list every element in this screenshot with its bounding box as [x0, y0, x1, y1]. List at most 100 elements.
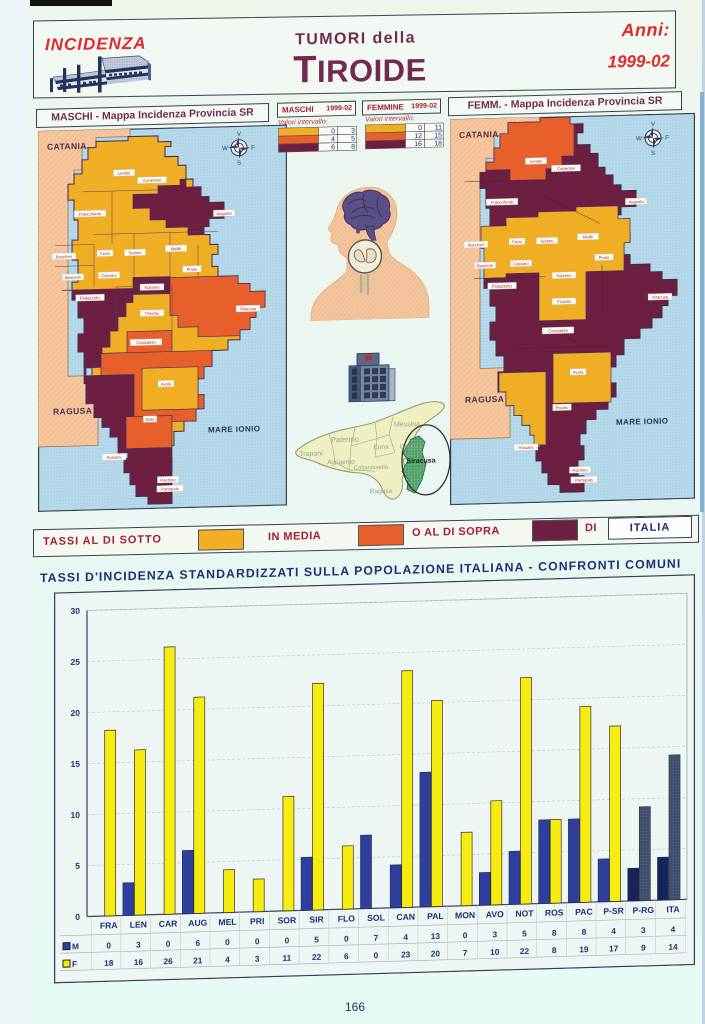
- svg-text:Canicattini: Canicattini: [136, 340, 156, 346]
- svg-text:9: 9: [641, 943, 646, 953]
- svg-text:AUG: AUG: [188, 918, 207, 929]
- svg-text:LEN: LEN: [130, 919, 147, 929]
- svg-text:Pachino: Pachino: [160, 477, 176, 482]
- svg-text:W: W: [222, 146, 228, 152]
- svg-text:18: 18: [104, 958, 114, 968]
- svg-text:Melilli: Melilli: [583, 234, 594, 239]
- svg-text:Caltanissetta: Caltanissetta: [354, 465, 389, 472]
- svg-text:NOT: NOT: [515, 908, 534, 919]
- svg-text:7: 7: [463, 948, 468, 958]
- svg-text:Portopalo: Portopalo: [575, 477, 594, 482]
- svg-text:11: 11: [435, 124, 442, 131]
- svg-text:S: S: [237, 161, 241, 167]
- svg-text:CATANIA: CATANIA: [459, 129, 499, 140]
- svg-text:Floridia: Floridia: [145, 311, 159, 316]
- svg-text:P-SR: P-SR: [603, 906, 624, 917]
- svg-text:CAN: CAN: [396, 912, 415, 923]
- svg-text:0: 0: [285, 935, 290, 945]
- svg-text:Sortino: Sortino: [128, 250, 142, 255]
- svg-text:Rosolini: Rosolini: [107, 455, 122, 460]
- svg-text:Lentini: Lentini: [118, 170, 130, 175]
- svg-text:Carlentini: Carlentini: [143, 178, 161, 183]
- svg-text:RAGUSA: RAGUSA: [465, 394, 504, 405]
- svg-text:0: 0: [374, 950, 379, 960]
- svg-text:3: 3: [641, 925, 646, 935]
- svg-text:0: 0: [106, 940, 111, 950]
- svg-text:M: M: [72, 941, 79, 951]
- svg-text:17: 17: [609, 943, 619, 953]
- svg-text:V: V: [651, 122, 655, 128]
- svg-text:6: 6: [331, 144, 335, 151]
- svg-text:5: 5: [522, 928, 527, 938]
- svg-text:F: F: [665, 135, 669, 141]
- svg-text:18: 18: [434, 140, 442, 147]
- svg-text:Cassaro: Cassaro: [101, 273, 117, 278]
- svg-text:4: 4: [671, 924, 676, 934]
- svg-text:0: 0: [255, 936, 260, 946]
- svg-text:FRA: FRA: [100, 920, 118, 931]
- svg-text:Palazzolo: Palazzolo: [492, 283, 512, 289]
- svg-text:Lentini: Lentini: [530, 159, 542, 164]
- svg-text:0: 0: [344, 934, 349, 944]
- svg-text:Buccheri: Buccheri: [56, 254, 72, 259]
- svg-text:5: 5: [75, 861, 80, 871]
- svg-text:16: 16: [414, 141, 422, 148]
- svg-text:PRI: PRI: [250, 916, 264, 926]
- svg-text:FLO: FLO: [338, 913, 355, 923]
- svg-text:Floridia: Floridia: [557, 299, 571, 304]
- svg-text:Rosolini: Rosolini: [519, 445, 534, 450]
- svg-text:Palazzolo: Palazzolo: [80, 295, 100, 301]
- svg-text:MARE IONIO: MARE IONIO: [616, 416, 668, 426]
- svg-text:4: 4: [225, 954, 230, 964]
- svg-text:Messina: Messina: [394, 421, 420, 429]
- svg-text:CAR: CAR: [159, 918, 178, 929]
- svg-text:F: F: [251, 145, 255, 151]
- svg-text:Melilli: Melilli: [171, 246, 182, 251]
- svg-text:10: 10: [71, 810, 81, 820]
- svg-text:Portopalo: Portopalo: [161, 486, 180, 491]
- svg-text:ITA: ITA: [666, 904, 679, 914]
- svg-text:23: 23: [401, 949, 411, 959]
- svg-text:10: 10: [490, 947, 500, 957]
- svg-text:Pachino: Pachino: [572, 467, 588, 472]
- svg-text:SOR: SOR: [278, 915, 297, 926]
- svg-text:PAC: PAC: [575, 907, 593, 917]
- svg-text:3: 3: [255, 954, 260, 964]
- svg-text:Agrigento: Agrigento: [327, 459, 355, 467]
- svg-text:21: 21: [193, 955, 203, 965]
- svg-text:Buscemi: Buscemi: [477, 263, 493, 268]
- svg-text:0: 0: [75, 912, 80, 922]
- svg-text:3: 3: [351, 128, 355, 135]
- svg-text:19: 19: [579, 944, 589, 954]
- svg-text:Buscemi: Buscemi: [65, 275, 81, 280]
- svg-text:Enna: Enna: [373, 444, 389, 451]
- svg-text:F: F: [72, 959, 77, 969]
- svg-text:14: 14: [668, 942, 678, 952]
- svg-text:15: 15: [434, 132, 442, 139]
- svg-text:20: 20: [71, 708, 81, 718]
- svg-text:16: 16: [134, 957, 144, 967]
- svg-text:Sortino: Sortino: [540, 238, 554, 243]
- svg-text:0: 0: [463, 930, 468, 940]
- svg-text:MARE IONIO: MARE IONIO: [208, 424, 260, 434]
- svg-text:Augusta: Augusta: [628, 199, 644, 204]
- svg-text:Solarino: Solarino: [556, 273, 572, 278]
- svg-text:Trapani: Trapani: [299, 451, 323, 459]
- svg-text:0: 0: [225, 937, 230, 947]
- svg-text:Pacino: Pacino: [556, 405, 569, 410]
- svg-text:22: 22: [520, 946, 530, 956]
- svg-text:0: 0: [166, 939, 171, 949]
- svg-text:4: 4: [403, 932, 408, 942]
- svg-text:4: 4: [331, 136, 335, 143]
- svg-text:8: 8: [552, 928, 557, 938]
- svg-text:11: 11: [283, 953, 292, 963]
- svg-text:Cassaro: Cassaro: [513, 261, 529, 266]
- svg-text:15: 15: [71, 759, 81, 769]
- svg-text:Siracusa: Siracusa: [652, 294, 669, 299]
- svg-text:SOL: SOL: [367, 912, 385, 923]
- svg-text:4: 4: [611, 926, 616, 936]
- svg-text:5: 5: [351, 136, 355, 143]
- svg-text:W: W: [636, 136, 642, 142]
- svg-text:22: 22: [312, 952, 322, 962]
- svg-text:Catania: Catania: [400, 443, 423, 451]
